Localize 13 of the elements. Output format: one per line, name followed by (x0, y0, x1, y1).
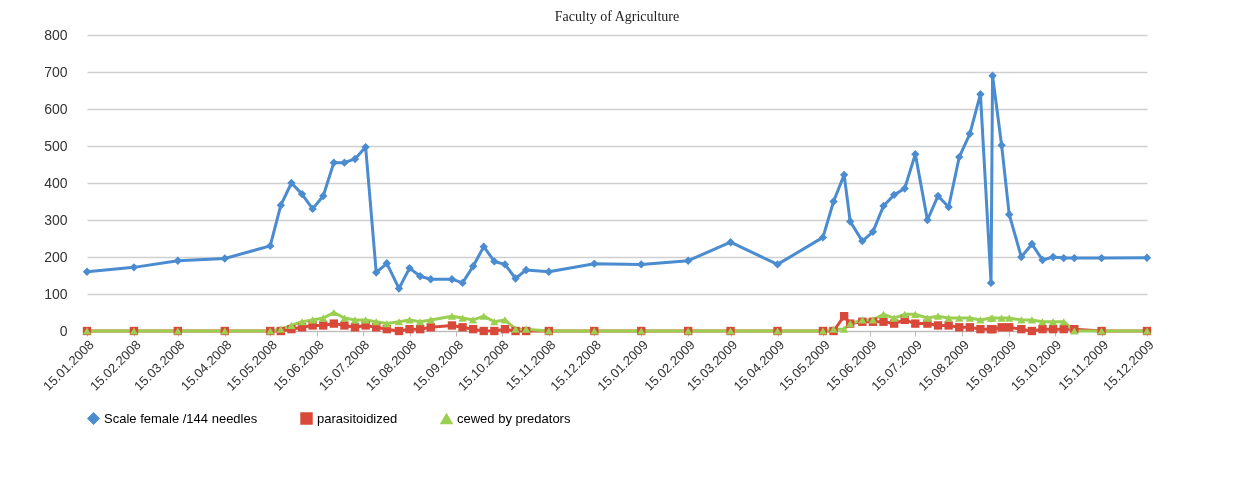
y-tick-label: 600 (44, 100, 68, 117)
legend-label: Scale female /144 needles (104, 410, 258, 426)
y-tick-label: 500 (44, 137, 68, 154)
y-tick-label: 300 (44, 211, 68, 228)
y-tick-label: 200 (44, 248, 68, 265)
y-tick-label: 800 (44, 26, 68, 43)
y-tick-label: 700 (44, 63, 68, 80)
y-tick-label: 400 (44, 174, 68, 191)
chart-title: Faculty of Agriculture (554, 9, 680, 24)
legend-label: parasitoidized (317, 410, 398, 426)
y-tick-label: 0 (59, 322, 68, 339)
legend-label: cewed by predators (457, 410, 571, 426)
y-tick-label: 100 (44, 285, 68, 302)
